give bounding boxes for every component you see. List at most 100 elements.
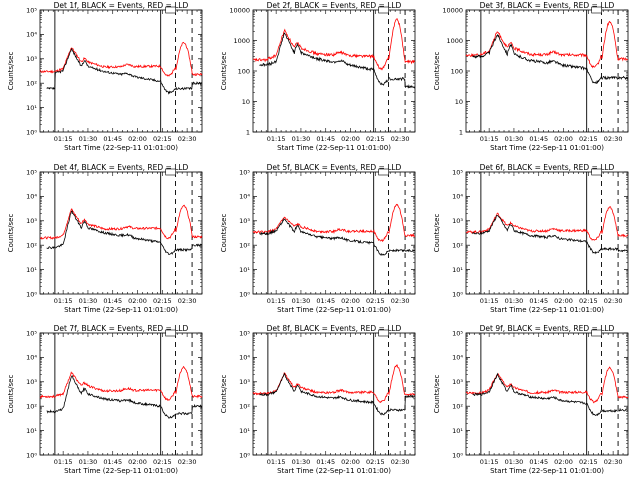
events-series-line bbox=[472, 372, 628, 417]
events-series-line bbox=[46, 210, 203, 255]
plot-frame bbox=[465, 9, 629, 133]
detector-panel-1: Det 1f, BLACK = Events, RED = LLD Counts/… bbox=[7, 1, 203, 152]
y-tick-label: 10⁰ bbox=[26, 290, 37, 298]
x-tick-label: 02:15 bbox=[579, 135, 598, 143]
y-tick-label: 10⁵ bbox=[26, 6, 37, 14]
x-axis-label: Start Time (22-Sep-11 01:01:00) bbox=[490, 306, 604, 314]
marker-box-icon bbox=[378, 329, 389, 337]
marker-box-icon bbox=[591, 6, 602, 14]
x-tick-label: 02:00 bbox=[554, 297, 573, 305]
y-tick-label: 10³ bbox=[452, 378, 463, 386]
events-series-line bbox=[472, 215, 628, 255]
y-tick-label: 10¹ bbox=[452, 427, 463, 435]
detector-panel-6: Det 6f, BLACK = Events, RED = LLD Counts/… bbox=[433, 163, 629, 314]
x-tick-label: 02:15 bbox=[579, 458, 598, 466]
y-axis-label: Counts/sec bbox=[7, 214, 15, 253]
detector-panel-8: Det 8f, BLACK = Events, RED = LLD Counts/… bbox=[220, 324, 416, 475]
x-tick-label: 02:15 bbox=[153, 297, 172, 305]
x-tick-label: 02:15 bbox=[366, 458, 385, 466]
x-tick-label: 01:15 bbox=[480, 135, 499, 143]
panel-title: Det 1f, BLACK = Events, RED = LLD bbox=[54, 1, 189, 10]
x-tick-label: 01:30 bbox=[292, 297, 311, 305]
lld-series-line bbox=[39, 365, 203, 402]
y-tick-label: 10² bbox=[452, 242, 463, 250]
panel-title: Det 6f, BLACK = Events, RED = LLD bbox=[480, 163, 615, 172]
y-tick-label: 10² bbox=[26, 403, 37, 411]
lld-series-line bbox=[465, 366, 629, 404]
x-tick-label: 01:30 bbox=[292, 135, 311, 143]
detector-panel-9: Det 9f, BLACK = Events, RED = LLD Counts/… bbox=[433, 324, 629, 475]
x-tick-label: 01:45 bbox=[529, 297, 548, 305]
y-tick-label: 10³ bbox=[26, 55, 37, 63]
x-axis-label: Start Time (22-Sep-11 01:01:00) bbox=[64, 144, 178, 152]
y-tick-label: 10² bbox=[239, 242, 250, 250]
x-tick-label: 02:15 bbox=[153, 458, 172, 466]
y-axis-label: Counts/sec bbox=[433, 52, 441, 91]
y-tick-label: 10⁴ bbox=[26, 354, 37, 362]
x-tick-label: 01:30 bbox=[505, 135, 524, 143]
y-axis-label: Counts/sec bbox=[433, 375, 441, 414]
plot-frame bbox=[252, 171, 416, 295]
lld-series-line bbox=[40, 204, 203, 240]
x-tick-label: 02:15 bbox=[579, 297, 598, 305]
lld-series-line bbox=[252, 203, 416, 243]
x-tick-label: 01:45 bbox=[103, 297, 122, 305]
y-tick-label: 1 bbox=[246, 128, 250, 136]
y-tick-label: 10² bbox=[26, 80, 37, 88]
x-tick-label: 01:15 bbox=[267, 297, 286, 305]
plot-frame bbox=[252, 9, 416, 133]
events-series-line bbox=[259, 32, 416, 89]
y-tick-label: 10⁴ bbox=[26, 31, 37, 39]
y-tick-label: 10¹ bbox=[452, 266, 463, 274]
x-tick-label: 02:00 bbox=[341, 297, 360, 305]
x-tick-label: 02:30 bbox=[178, 297, 197, 305]
y-tick-label: 10⁰ bbox=[26, 128, 37, 136]
panel-title: Det 4f, BLACK = Events, RED = LLD bbox=[54, 163, 189, 172]
y-tick-label: 10³ bbox=[26, 378, 37, 386]
x-tick-label: 02:00 bbox=[128, 135, 147, 143]
y-tick-label: 10000 bbox=[229, 6, 250, 14]
panel-title: Det 2f, BLACK = Events, RED = LLD bbox=[267, 1, 402, 10]
lld-series-line bbox=[39, 41, 203, 77]
x-tick-label: 01:45 bbox=[529, 135, 548, 143]
y-tick-label: 10⁰ bbox=[452, 451, 463, 459]
x-tick-label: 02:15 bbox=[366, 135, 385, 143]
y-tick-label: 10³ bbox=[239, 217, 250, 225]
y-tick-label: 10⁰ bbox=[239, 451, 250, 459]
panel-title: Det 7f, BLACK = Events, RED = LLD bbox=[54, 324, 189, 333]
x-tick-label: 02:30 bbox=[604, 458, 623, 466]
plot-frame bbox=[465, 332, 629, 456]
marker-box-icon bbox=[165, 6, 176, 14]
x-tick-label: 02:00 bbox=[341, 458, 360, 466]
x-tick-label: 02:30 bbox=[391, 297, 410, 305]
x-axis-label: Start Time (22-Sep-11 01:01:00) bbox=[490, 467, 604, 475]
x-tick-label: 01:30 bbox=[505, 297, 524, 305]
y-tick-label: 10³ bbox=[26, 217, 37, 225]
x-tick-label: 01:45 bbox=[529, 458, 548, 466]
events-series-line bbox=[46, 374, 203, 419]
events-series-line bbox=[259, 372, 415, 416]
y-axis-label: Counts/sec bbox=[220, 214, 228, 253]
y-tick-label: 10⁵ bbox=[239, 329, 250, 337]
marker-box-icon bbox=[591, 168, 602, 176]
x-tick-label: 01:15 bbox=[54, 135, 73, 143]
marker-box-icon bbox=[165, 168, 176, 176]
lld-series-line bbox=[252, 18, 416, 71]
y-tick-label: 10² bbox=[452, 403, 463, 411]
y-tick-label: 10⁴ bbox=[239, 193, 250, 201]
y-tick-label: 10⁴ bbox=[26, 193, 37, 201]
x-tick-label: 02:15 bbox=[366, 297, 385, 305]
y-axis-label: Counts/sec bbox=[433, 214, 441, 253]
y-tick-label: 1 bbox=[459, 128, 463, 136]
x-tick-label: 01:45 bbox=[103, 458, 122, 466]
x-tick-label: 02:30 bbox=[178, 458, 197, 466]
detector-panel-2: Det 2f, BLACK = Events, RED = LLD Counts/… bbox=[220, 1, 416, 152]
y-tick-label: 10⁵ bbox=[452, 329, 463, 337]
x-axis-label: Start Time (22-Sep-11 01:01:00) bbox=[64, 467, 178, 475]
x-axis-label: Start Time (22-Sep-11 01:01:00) bbox=[490, 144, 604, 152]
x-tick-label: 01:15 bbox=[267, 135, 286, 143]
detector-panel-4: Det 4f, BLACK = Events, RED = LLD Counts/… bbox=[7, 163, 203, 314]
x-tick-label: 02:30 bbox=[604, 297, 623, 305]
y-axis-label: Counts/sec bbox=[220, 375, 228, 414]
